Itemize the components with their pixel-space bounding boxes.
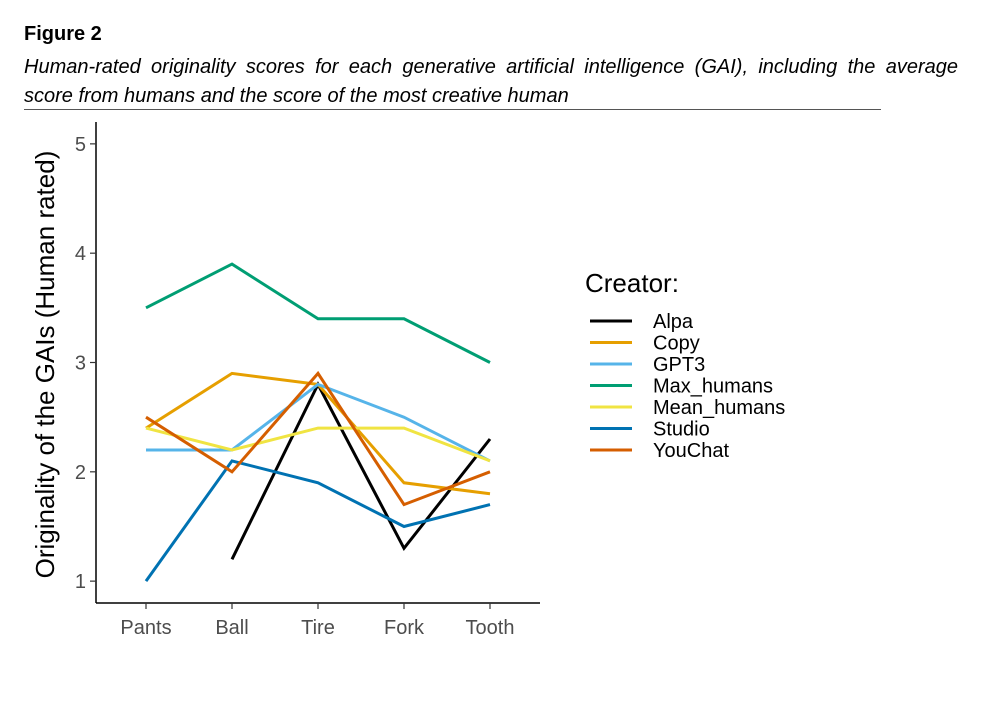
y-tick-label: 3	[75, 353, 86, 375]
y-tick-label: 5	[75, 134, 86, 156]
series-line-mean-humans	[145, 426, 491, 463]
x-tick-label: Tooth	[466, 617, 515, 639]
legend-label-gpt3: GPT3	[653, 354, 705, 376]
x-tick-label: Fork	[384, 617, 425, 639]
legend-label-studio: Studio	[653, 419, 710, 441]
legend-label-copy: Copy	[653, 333, 700, 355]
series-line-studio	[144, 459, 491, 582]
legend-label-max-humans: Max_humans	[653, 376, 773, 398]
y-tick-label: 4	[75, 243, 86, 265]
series-line-max-humans	[145, 262, 491, 364]
x-tick-label: Pants	[120, 617, 171, 639]
legend-title: Creator:	[585, 268, 679, 298]
legend-label-alpa: Alpa	[653, 311, 694, 333]
y-tick-label: 1	[75, 571, 86, 593]
series-line-gpt3	[146, 382, 491, 463]
legend-label-youchat: YouChat	[653, 440, 729, 462]
y-tick-label: 2	[75, 462, 86, 484]
caption-divider	[24, 109, 881, 110]
x-tick-label: Tire	[301, 617, 335, 639]
x-tick-label: Ball	[215, 617, 248, 639]
figure-label: Figure 2	[24, 23, 102, 45]
series-lines	[144, 262, 492, 582]
chart-legend: Creator: AlpaCopyGPT3Max_humansMean_human…	[585, 268, 785, 462]
legend-label-mean-humans: Mean_humans	[653, 397, 785, 419]
figure-caption: Human-rated originality scores for each …	[24, 56, 958, 107]
chart-axes: 1 2 3 4 5 Pants Ball Tire Fork Tooth Originality o…	[30, 122, 540, 639]
y-axis-title: Originality of the GAIs (Human rated)	[30, 151, 60, 579]
series-line-youchat	[145, 370, 491, 507]
